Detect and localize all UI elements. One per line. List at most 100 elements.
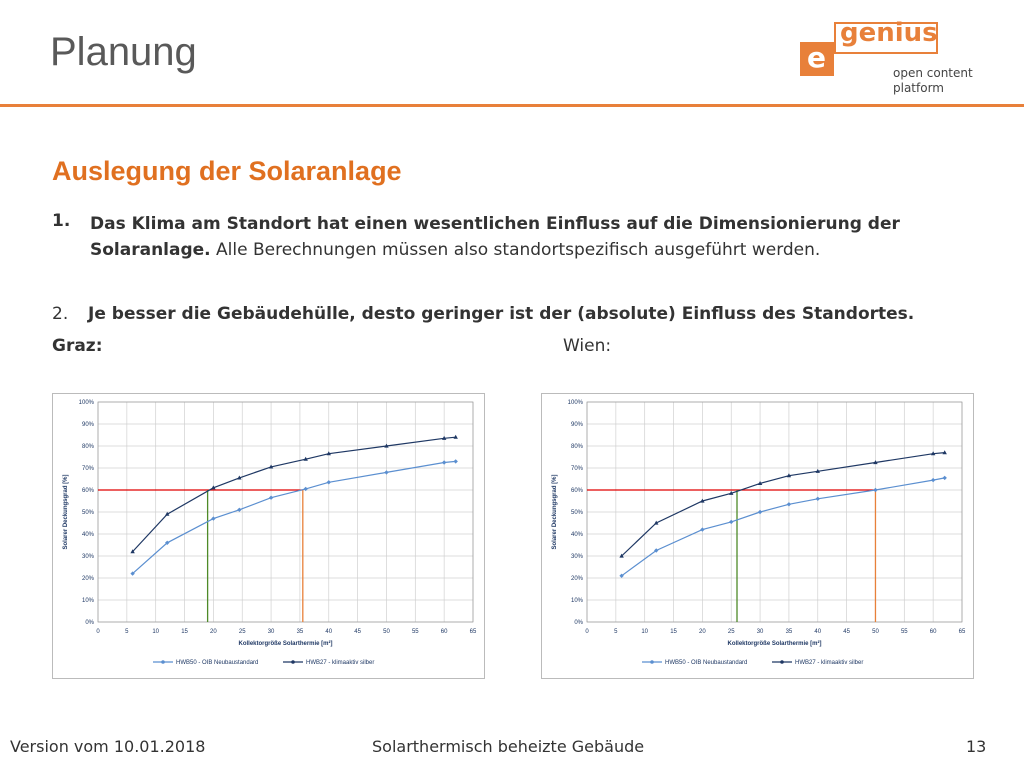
point [930, 451, 936, 456]
x-tick-label: 65 [959, 629, 966, 635]
y-tick-label: 0% [85, 620, 94, 626]
legend-marker [780, 660, 784, 664]
series-line [132, 436, 456, 553]
x-tick-label: 40 [814, 629, 821, 635]
x-tick-label: 60 [930, 629, 937, 635]
point [441, 435, 447, 440]
y-tick-label: 20% [571, 576, 584, 582]
point [757, 481, 763, 485]
legend-label: HWB50 - OIB Neubaustandard [176, 660, 258, 666]
y-tick-label: 0% [574, 620, 583, 626]
point [700, 527, 705, 532]
point [786, 473, 792, 478]
point [453, 434, 458, 439]
x-tick-label: 45 [354, 629, 361, 635]
point [815, 496, 820, 501]
y-tick-label: 60% [82, 488, 95, 494]
x-tick-label: 15 [670, 629, 677, 635]
y-tick-label: 70% [82, 466, 95, 472]
x-tick-label: 35 [297, 629, 304, 635]
point [326, 480, 331, 485]
point [873, 487, 878, 493]
text: 1. [52, 211, 71, 231]
y-tick-label: 10% [82, 598, 95, 604]
point [654, 548, 659, 553]
point [384, 470, 389, 475]
point [211, 516, 216, 521]
x-tick-label: 0 [585, 629, 589, 635]
point [326, 451, 331, 456]
point [942, 450, 947, 455]
logo-letter: e [807, 41, 826, 74]
paragraph: Das Klima am Standort hat einen wesentli… [90, 211, 920, 263]
point [942, 475, 947, 481]
title: Planung [50, 30, 197, 74]
legend-label: HWB27 - klimaaktiv silber [795, 660, 863, 666]
footer-version: Version vom 10.01.2018 [10, 737, 206, 756]
text: Das Klima am Standort hat einen wesentli… [90, 214, 900, 260]
x-tick-label: 30 [268, 629, 275, 635]
logo-box [800, 42, 834, 76]
y-tick-label: 80% [82, 444, 95, 450]
y-tick-label: 100% [568, 400, 584, 406]
point [815, 468, 820, 473]
page-number: 13 [966, 737, 987, 756]
x-axis-title: Kollektorgröße Solarthermie [m²] [238, 640, 332, 647]
legend-marker [161, 660, 165, 664]
y-tick-label: 80% [571, 444, 584, 450]
point [786, 502, 792, 507]
list-number: 1. [52, 211, 70, 231]
chart: 0% 10% 20% 30% 40% 50% 60% 70% 80% 90% 100% 0 5 10 15 2… [52, 393, 485, 679]
x-tick-label: 50 [872, 629, 879, 635]
x-tick-label: 25 [728, 629, 735, 635]
x-tick-label: 40 [325, 629, 332, 635]
x-tick-label: 0 [96, 629, 100, 635]
logo-tagline: platform [893, 81, 944, 95]
y-tick-label: 100% [79, 400, 95, 406]
logo-frame [834, 22, 938, 54]
plot-frame [97, 401, 474, 623]
legend-marker [650, 660, 654, 664]
x-tick-label: 50 [383, 629, 390, 635]
title-rule [0, 104, 1024, 107]
x-tick-label: 65 [470, 629, 477, 635]
text: Je besser die Gebäudehülle, desto gering… [88, 304, 915, 324]
y-tick-label: 50% [82, 510, 95, 516]
y-tick-label: 90% [82, 422, 95, 428]
y-tick-label: 30% [82, 554, 95, 560]
x-tick-label: 55 [412, 629, 419, 635]
y-tick-label: 10% [571, 598, 584, 604]
legend-marker [291, 660, 295, 664]
legend-label: HWB50 - OIB Neubaustandard [665, 660, 747, 666]
x-axis-title: Kollektorgröße Solarthermie [m²] [727, 640, 821, 647]
point [757, 509, 763, 515]
x-tick-label: 15 [181, 629, 188, 635]
series-line [132, 460, 456, 575]
series-line [621, 452, 945, 557]
paragraph: Je besser die Gebäudehülle, desto gering… [88, 304, 914, 324]
point [303, 486, 308, 492]
heading: Auslegung der Solaranlage [52, 156, 402, 186]
point [654, 520, 659, 525]
point [130, 549, 135, 554]
x-tick-label: 5 [125, 629, 129, 635]
y-tick-label: 70% [571, 466, 584, 472]
y-tick-label: 50% [571, 510, 584, 516]
point [211, 485, 216, 490]
y-axis-title: Solarer Deckungsgrad [%] [63, 474, 69, 549]
point [237, 475, 242, 480]
point [619, 553, 624, 558]
point [729, 519, 734, 525]
y-tick-label: 40% [82, 532, 95, 538]
point [453, 459, 458, 464]
logo-tagline: open content [893, 66, 973, 80]
chart: 0% 10% 20% 30% 40% 50% 60% 70% 80% 90% 100% 0 5 10 15 2… [541, 393, 974, 679]
x-tick-label: 30 [757, 629, 764, 635]
x-tick-label: 35 [786, 629, 793, 635]
x-tick-label: 55 [901, 629, 908, 635]
point [268, 464, 274, 469]
point [700, 498, 705, 503]
point [384, 443, 389, 448]
footer-topic: Solarthermisch beheizte Gebäude [372, 737, 645, 756]
